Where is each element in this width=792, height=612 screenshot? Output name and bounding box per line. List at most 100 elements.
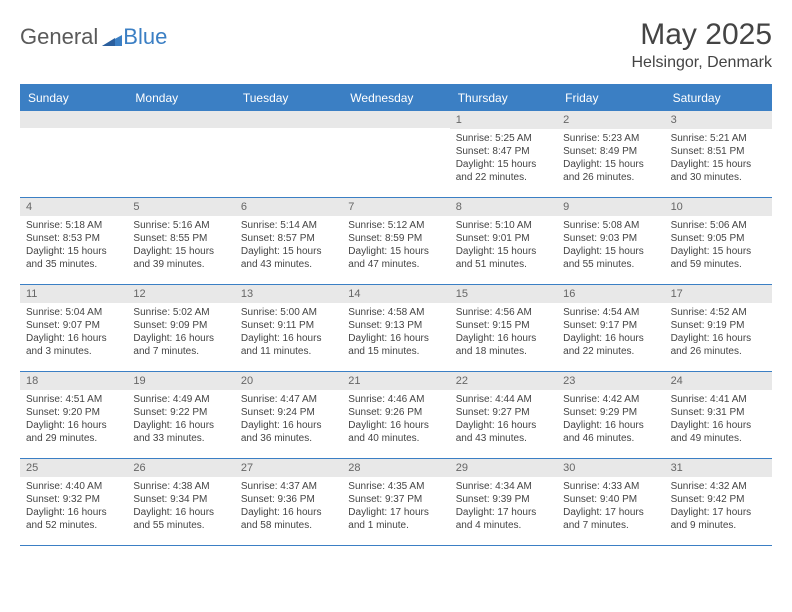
sunset-text: Sunset: 8:47 PM [456, 145, 551, 158]
daylight-text: and 55 minutes. [563, 258, 658, 271]
daylight-text: and 26 minutes. [671, 345, 766, 358]
day-number: 3 [665, 111, 772, 129]
daylight-text: Daylight: 17 hours [671, 506, 766, 519]
daylight-text: and 47 minutes. [348, 258, 443, 271]
calendar-cell: 11Sunrise: 5:04 AMSunset: 9:07 PMDayligh… [20, 285, 127, 371]
day-details: Sunrise: 4:54 AMSunset: 9:17 PMDaylight:… [557, 303, 664, 363]
daylight-text: Daylight: 16 hours [563, 332, 658, 345]
calendar-cell: 18Sunrise: 4:51 AMSunset: 9:20 PMDayligh… [20, 372, 127, 458]
daylight-text: and 59 minutes. [671, 258, 766, 271]
calendar-cell [127, 111, 234, 197]
page-title: May 2025 [632, 18, 773, 52]
day-details: Sunrise: 4:44 AMSunset: 9:27 PMDaylight:… [450, 390, 557, 450]
day-number: 19 [127, 372, 234, 390]
daylight-text: and 33 minutes. [133, 432, 228, 445]
day-header: Friday [557, 85, 664, 111]
daylight-text: Daylight: 16 hours [348, 332, 443, 345]
sunrise-text: Sunrise: 4:49 AM [133, 393, 228, 406]
sunrise-text: Sunrise: 5:08 AM [563, 219, 658, 232]
daylight-text: and 4 minutes. [456, 519, 551, 532]
daylight-text: Daylight: 16 hours [241, 506, 336, 519]
sunrise-text: Sunrise: 5:10 AM [456, 219, 551, 232]
day-header: Saturday [665, 85, 772, 111]
sunrise-text: Sunrise: 5:16 AM [133, 219, 228, 232]
calendar-cell: 22Sunrise: 4:44 AMSunset: 9:27 PMDayligh… [450, 372, 557, 458]
daylight-text: and 43 minutes. [456, 432, 551, 445]
calendar-cell: 17Sunrise: 4:52 AMSunset: 9:19 PMDayligh… [665, 285, 772, 371]
daylight-text: and 1 minute. [348, 519, 443, 532]
sunrise-text: Sunrise: 5:14 AM [241, 219, 336, 232]
daylight-text: and 15 minutes. [348, 345, 443, 358]
day-number: 30 [557, 459, 664, 477]
daylight-text: Daylight: 15 hours [563, 158, 658, 171]
sunset-text: Sunset: 9:24 PM [241, 406, 336, 419]
calendar-cell: 23Sunrise: 4:42 AMSunset: 9:29 PMDayligh… [557, 372, 664, 458]
sunrise-text: Sunrise: 4:40 AM [26, 480, 121, 493]
calendar-cell: 21Sunrise: 4:46 AMSunset: 9:26 PMDayligh… [342, 372, 449, 458]
day-details: Sunrise: 5:10 AMSunset: 9:01 PMDaylight:… [450, 216, 557, 276]
day-number: 14 [342, 285, 449, 303]
day-details: Sunrise: 5:08 AMSunset: 9:03 PMDaylight:… [557, 216, 664, 276]
sunset-text: Sunset: 9:19 PM [671, 319, 766, 332]
sunrise-text: Sunrise: 4:42 AM [563, 393, 658, 406]
sunset-text: Sunset: 8:49 PM [563, 145, 658, 158]
daylight-text: and 11 minutes. [241, 345, 336, 358]
day-details: Sunrise: 5:21 AMSunset: 8:51 PMDaylight:… [665, 129, 772, 189]
daylight-text: and 30 minutes. [671, 171, 766, 184]
day-details: Sunrise: 4:38 AMSunset: 9:34 PMDaylight:… [127, 477, 234, 537]
day-details: Sunrise: 4:40 AMSunset: 9:32 PMDaylight:… [20, 477, 127, 537]
daylight-text: and 26 minutes. [563, 171, 658, 184]
header: General Blue May 2025 Helsingor, Denmark [20, 18, 772, 72]
calendar-cell: 9Sunrise: 5:08 AMSunset: 9:03 PMDaylight… [557, 198, 664, 284]
calendar-week: 11Sunrise: 5:04 AMSunset: 9:07 PMDayligh… [20, 285, 772, 372]
sunrise-text: Sunrise: 5:23 AM [563, 132, 658, 145]
calendar-cell: 29Sunrise: 4:34 AMSunset: 9:39 PMDayligh… [450, 459, 557, 545]
day-number: 7 [342, 198, 449, 216]
day-details: Sunrise: 5:00 AMSunset: 9:11 PMDaylight:… [235, 303, 342, 363]
day-number: 6 [235, 198, 342, 216]
sunset-text: Sunset: 9:03 PM [563, 232, 658, 245]
daylight-text: and 7 minutes. [563, 519, 658, 532]
day-number: 26 [127, 459, 234, 477]
sunrise-text: Sunrise: 4:37 AM [241, 480, 336, 493]
day-details: Sunrise: 5:02 AMSunset: 9:09 PMDaylight:… [127, 303, 234, 363]
day-details: Sunrise: 5:23 AMSunset: 8:49 PMDaylight:… [557, 129, 664, 189]
day-header: Monday [127, 85, 234, 111]
day-number [235, 111, 342, 128]
day-number: 22 [450, 372, 557, 390]
calendar-cell: 28Sunrise: 4:35 AMSunset: 9:37 PMDayligh… [342, 459, 449, 545]
day-details: Sunrise: 4:41 AMSunset: 9:31 PMDaylight:… [665, 390, 772, 450]
sunset-text: Sunset: 9:34 PM [133, 493, 228, 506]
sunrise-text: Sunrise: 4:51 AM [26, 393, 121, 406]
daylight-text: and 22 minutes. [456, 171, 551, 184]
day-number: 4 [20, 198, 127, 216]
daylight-text: Daylight: 17 hours [348, 506, 443, 519]
sunset-text: Sunset: 8:59 PM [348, 232, 443, 245]
day-number: 17 [665, 285, 772, 303]
sunrise-text: Sunrise: 4:58 AM [348, 306, 443, 319]
day-details: Sunrise: 4:51 AMSunset: 9:20 PMDaylight:… [20, 390, 127, 450]
day-details: Sunrise: 4:58 AMSunset: 9:13 PMDaylight:… [342, 303, 449, 363]
day-number: 23 [557, 372, 664, 390]
sunrise-text: Sunrise: 4:54 AM [563, 306, 658, 319]
day-number: 1 [450, 111, 557, 129]
sunset-text: Sunset: 9:01 PM [456, 232, 551, 245]
day-number [20, 111, 127, 128]
day-details: Sunrise: 4:47 AMSunset: 9:24 PMDaylight:… [235, 390, 342, 450]
day-details: Sunrise: 4:34 AMSunset: 9:39 PMDaylight:… [450, 477, 557, 537]
day-number: 15 [450, 285, 557, 303]
day-details: Sunrise: 4:33 AMSunset: 9:40 PMDaylight:… [557, 477, 664, 537]
daylight-text: Daylight: 15 hours [456, 245, 551, 258]
day-number: 31 [665, 459, 772, 477]
sunset-text: Sunset: 8:57 PM [241, 232, 336, 245]
calendar-cell [342, 111, 449, 197]
day-number: 9 [557, 198, 664, 216]
sunrise-text: Sunrise: 5:02 AM [133, 306, 228, 319]
day-number [127, 111, 234, 128]
day-number: 13 [235, 285, 342, 303]
daylight-text: and 39 minutes. [133, 258, 228, 271]
sunset-text: Sunset: 9:40 PM [563, 493, 658, 506]
day-number: 21 [342, 372, 449, 390]
day-details: Sunrise: 4:32 AMSunset: 9:42 PMDaylight:… [665, 477, 772, 537]
daylight-text: and 36 minutes. [241, 432, 336, 445]
